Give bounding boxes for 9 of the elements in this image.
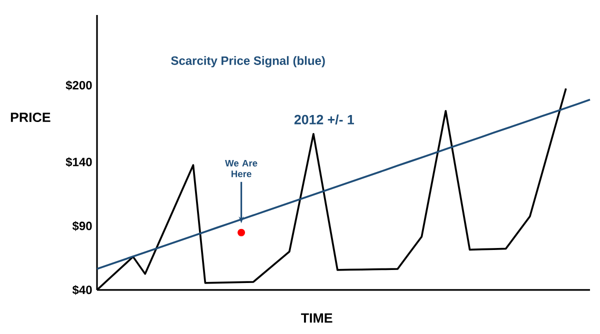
y-tick-label: $140 bbox=[66, 157, 92, 167]
y-tick-label: $90 bbox=[72, 221, 92, 231]
x-axis-title: TIME bbox=[301, 313, 332, 323]
text: Scarcity Price Signal (blue) bbox=[171, 56, 325, 68]
annotation: 2012 +/- 1 bbox=[294, 114, 354, 124]
y-axis-title: PRICE bbox=[10, 112, 50, 122]
y-tick-label: $200 bbox=[66, 80, 92, 90]
annotation: We Are Here bbox=[225, 160, 258, 178]
y-tick-label: $40 bbox=[72, 285, 92, 295]
